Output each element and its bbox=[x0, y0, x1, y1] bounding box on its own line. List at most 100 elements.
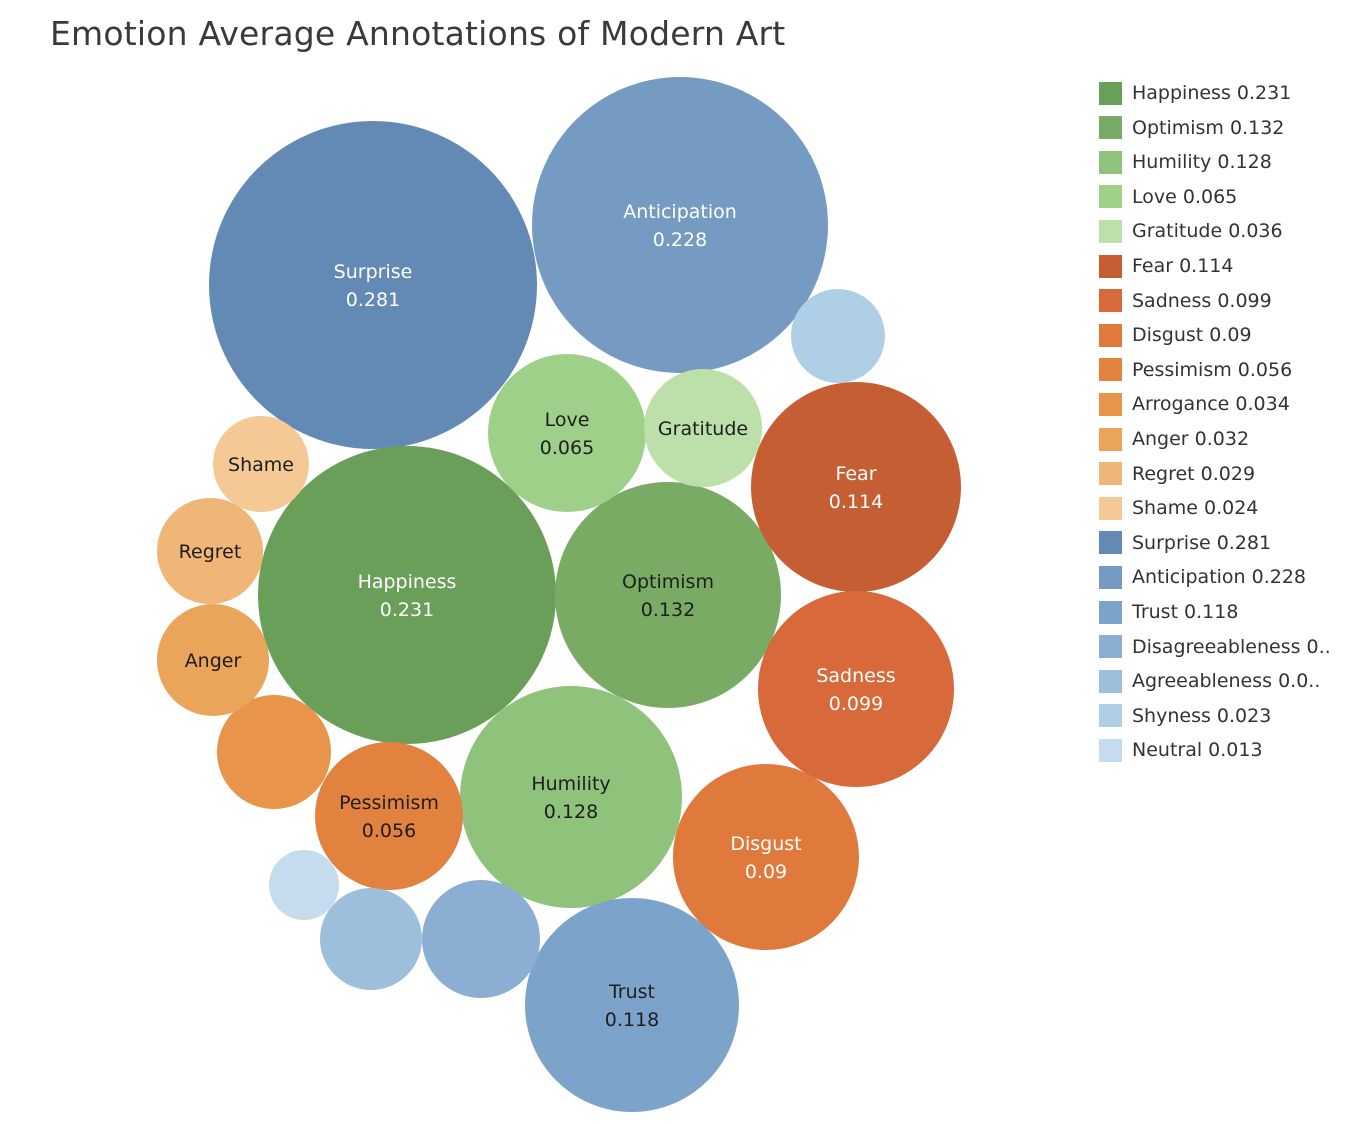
legend-label: Sadness 0.099 bbox=[1132, 289, 1272, 312]
legend-label: Fear 0.114 bbox=[1132, 255, 1234, 277]
bubble-happiness[interactable]: Happiness 0.231 bbox=[258, 446, 556, 744]
bubble-trust[interactable]: Trust 0.118 bbox=[525, 898, 739, 1112]
bubble-circle-humility[interactable] bbox=[460, 686, 682, 908]
legend-swatch bbox=[1099, 565, 1122, 589]
bubble-label-shame: Shame bbox=[228, 454, 294, 476]
legend-label: Disgust 0.09 bbox=[1132, 324, 1252, 347]
bubble-circle-neutral[interactable] bbox=[269, 850, 339, 920]
bubble-circle-disagreeableness[interactable] bbox=[422, 880, 540, 998]
legend-item[interactable]: Arrogance 0.034 bbox=[1099, 391, 1290, 417]
bubble-circle-fear[interactable] bbox=[751, 382, 961, 592]
legend-swatch bbox=[1099, 81, 1122, 105]
bubble-circle-gratitude[interactable] bbox=[644, 369, 762, 487]
legend-item[interactable]: Optimism 0.132 bbox=[1099, 115, 1284, 141]
bubble-anticipation[interactable]: Anticipation 0.228 bbox=[532, 77, 828, 373]
bubble-disagreeableness[interactable] bbox=[422, 880, 540, 998]
bubble-label-humility: Humility bbox=[531, 773, 610, 795]
bubble-label-happiness: Happiness bbox=[358, 571, 457, 593]
legend-swatch bbox=[1099, 323, 1122, 347]
legend-item[interactable]: Disgust 0.09 bbox=[1099, 322, 1252, 348]
legend-item[interactable]: Neutral 0.013 bbox=[1099, 737, 1263, 763]
bubble-circle-shame[interactable] bbox=[213, 416, 309, 512]
bubble-shame[interactable]: Shame bbox=[213, 416, 309, 512]
bubble-regret[interactable]: Regret bbox=[157, 498, 263, 604]
legend-label: Arrogance 0.034 bbox=[1132, 393, 1290, 416]
bubble-value-anticipation: 0.228 bbox=[653, 229, 707, 251]
bubble-circle-agreeableness[interactable] bbox=[320, 888, 422, 990]
legend-item[interactable]: Shyness 0.023 bbox=[1099, 703, 1271, 729]
bubble-arrogance[interactable] bbox=[217, 695, 331, 809]
legend-label: Gratitude 0.036 bbox=[1132, 220, 1283, 243]
chart-title: Emotion Average Annotations of Modern Ar… bbox=[50, 14, 786, 53]
bubble-label-optimism: Optimism bbox=[622, 571, 714, 593]
bubble-agreeableness[interactable] bbox=[320, 888, 422, 990]
bubble-value-optimism: 0.132 bbox=[641, 599, 695, 621]
bubble-label-gratitude: Gratitude bbox=[658, 418, 748, 440]
legend-swatch bbox=[1099, 185, 1122, 209]
legend-swatch bbox=[1099, 289, 1122, 313]
bubble-circle-shyness[interactable] bbox=[791, 289, 885, 383]
bubble-disgust[interactable]: Disgust 0.09 bbox=[673, 764, 859, 950]
legend-label: Optimism 0.132 bbox=[1132, 116, 1285, 139]
bubble-circle-anger[interactable] bbox=[157, 604, 269, 716]
legend-item[interactable]: Gratitude 0.036 bbox=[1099, 218, 1283, 244]
legend-label: Surprise 0.281 bbox=[1132, 531, 1272, 554]
legend-item[interactable]: Surprise 0.281 bbox=[1099, 530, 1271, 556]
bubble-love[interactable]: Love 0.065 bbox=[488, 354, 646, 512]
bubble-humility[interactable]: Humility 0.128 bbox=[460, 686, 682, 908]
legend-swatch bbox=[1099, 254, 1122, 278]
bubble-value-humility: 0.128 bbox=[544, 801, 598, 823]
legend-item[interactable]: Shame 0.024 bbox=[1099, 495, 1258, 521]
bubble-circle-sadness[interactable] bbox=[758, 591, 954, 787]
legend-swatch bbox=[1099, 496, 1122, 520]
legend-item[interactable]: Fear 0.114 bbox=[1099, 253, 1233, 279]
bubble-neutral[interactable] bbox=[269, 850, 339, 920]
legend-label: Humility 0.128 bbox=[1132, 151, 1272, 174]
legend-item[interactable]: Regret 0.029 bbox=[1099, 461, 1255, 487]
bubble-shyness[interactable] bbox=[791, 289, 885, 383]
bubble-surprise[interactable]: Surprise 0.281 bbox=[209, 121, 537, 449]
legend-label: Pessimism 0.056 bbox=[1132, 358, 1293, 381]
bubble-gratitude[interactable]: Gratitude bbox=[644, 369, 762, 487]
bubble-label-sadness: Sadness bbox=[816, 665, 895, 687]
legend-item[interactable]: Pessimism 0.056 bbox=[1099, 357, 1292, 383]
legend-swatch bbox=[1099, 150, 1122, 174]
bubble-fear[interactable]: Fear 0.114 bbox=[751, 382, 961, 592]
bubble-circle-pessimism[interactable] bbox=[315, 742, 463, 890]
bubble-circle-surprise[interactable] bbox=[209, 121, 537, 449]
bubble-value-fear: 0.114 bbox=[829, 491, 883, 513]
legend-label: Disagreeableness 0.. bbox=[1132, 635, 1331, 658]
bubble-chart: Surprise 0.281 Anticipation 0.228 Happiness 0… bbox=[157, 77, 961, 1112]
bubble-circle-happiness[interactable] bbox=[258, 446, 556, 744]
bubble-circle-arrogance[interactable] bbox=[217, 695, 331, 809]
legend-item[interactable]: Love 0.065 bbox=[1099, 184, 1237, 210]
bubble-circle-love[interactable] bbox=[488, 354, 646, 512]
legend-item[interactable]: Disagreeableness 0.. bbox=[1099, 634, 1331, 660]
bubble-pessimism[interactable]: Pessimism 0.056 bbox=[315, 742, 463, 890]
bubble-anger[interactable]: Anger bbox=[157, 604, 269, 716]
legend-item[interactable]: Sadness 0.099 bbox=[1099, 288, 1272, 314]
bubble-circle-regret[interactable] bbox=[157, 498, 263, 604]
bubble-label-surprise: Surprise bbox=[334, 261, 413, 283]
legend-item[interactable]: Anticipation 0.228 bbox=[1099, 564, 1306, 590]
bubble-label-disgust: Disgust bbox=[730, 833, 801, 855]
bubble-circle-disgust[interactable] bbox=[673, 764, 859, 950]
legend-item[interactable]: Agreeableness 0.0.. bbox=[1099, 668, 1320, 694]
bubble-circle-optimism[interactable] bbox=[555, 482, 781, 708]
legend-swatch bbox=[1099, 635, 1122, 659]
legend-label: Anger 0.032 bbox=[1132, 428, 1250, 450]
bubble-optimism[interactable]: Optimism 0.132 bbox=[555, 482, 781, 708]
legend-label: Happiness 0.231 bbox=[1132, 82, 1292, 104]
bubble-circle-anticipation[interactable] bbox=[532, 77, 828, 373]
legend-swatch bbox=[1099, 116, 1122, 140]
legend-item[interactable]: Anger 0.032 bbox=[1099, 426, 1249, 452]
legend-swatch bbox=[1099, 427, 1122, 451]
legend-item[interactable]: Humility 0.128 bbox=[1099, 149, 1272, 175]
bubble-label-fear: Fear bbox=[835, 463, 876, 485]
legend-item[interactable]: Happiness 0.231 bbox=[1099, 80, 1291, 106]
legend-item[interactable]: Trust 0.118 bbox=[1099, 599, 1238, 625]
bubble-circle-trust[interactable] bbox=[525, 898, 739, 1112]
bubble-value-disgust: 0.09 bbox=[745, 861, 787, 883]
bubble-sadness[interactable]: Sadness 0.099 bbox=[758, 591, 954, 787]
legend-label: Shyness 0.023 bbox=[1132, 704, 1272, 727]
